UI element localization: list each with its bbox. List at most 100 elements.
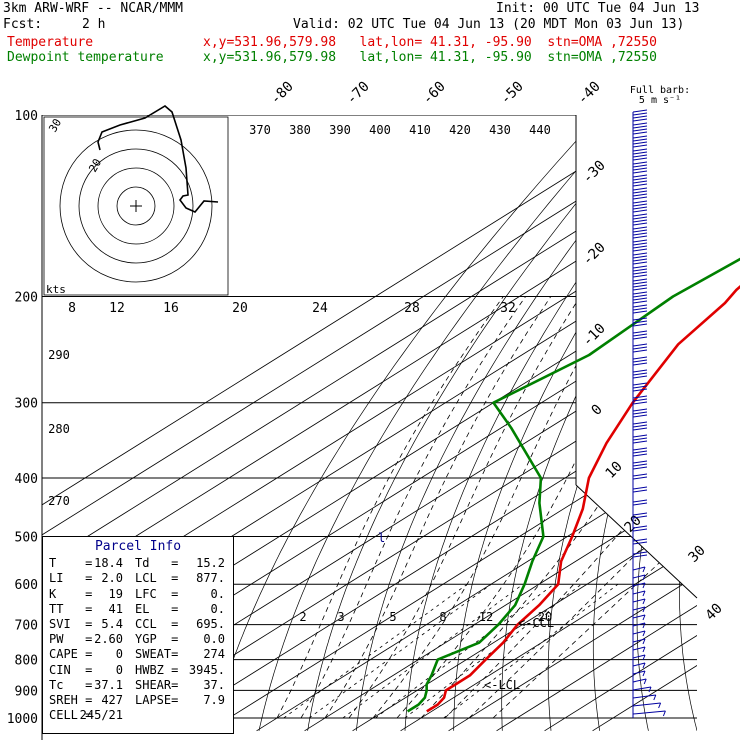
wind-barb — [632, 362, 648, 366]
wind-barb — [632, 196, 648, 200]
wind-barb — [632, 154, 648, 158]
parcel-param-name: K = — [49, 586, 93, 601]
dry-adiabat — [453, 115, 697, 731]
parcel-param-name: CIN = — [49, 662, 93, 677]
parcel-param-name: T = — [49, 556, 93, 571]
wind-barb — [632, 375, 648, 379]
wind-barb — [642, 622, 646, 629]
parcel-info-row: K = 19 LFC = 0. — [43, 587, 233, 602]
isotherm-line — [256, 115, 697, 732]
wind-barb — [632, 209, 648, 213]
parcel-param-name: LAPSE= — [135, 692, 179, 707]
theta-label: 390 — [329, 123, 351, 137]
mixing-ratio-label: 8 — [439, 610, 446, 624]
parcel-info-rows: T = 18.4 Td = 15.2 LI = 2.0 LCL = 877. K = 19 LFC … — [43, 556, 233, 723]
wind-barb — [632, 686, 652, 691]
wind-barb — [632, 268, 648, 272]
wind-barb — [632, 131, 648, 135]
parcel-info-row: SVI = 5.4 CCL = 695. — [43, 617, 233, 632]
parcel-param-value: 0 — [115, 662, 123, 677]
parcel-param-value: 5.4 — [101, 616, 123, 631]
dry-adiabat — [258, 115, 625, 731]
wind-barb — [632, 297, 648, 301]
parcel-param-name: SWEAT= — [135, 647, 179, 662]
valid-time: Valid: 02 UTC Tue 04 Jun 13 (20 MDT Mon … — [293, 17, 685, 32]
isotherm-label-right: 30 — [686, 543, 709, 566]
isotherm-label-top: -50 — [498, 79, 527, 108]
isotherm-label-top: -40 — [575, 79, 604, 108]
wind-barb — [658, 702, 662, 709]
wind-barb — [632, 486, 648, 490]
wind-barb — [632, 710, 666, 715]
parcel-param-name: Tc = — [49, 677, 93, 692]
wind-barb — [632, 528, 648, 532]
wind-barb — [632, 167, 648, 171]
parcel-info-title: Parcel Info — [94, 539, 182, 554]
mixing-ratio-label: 2 — [299, 610, 306, 624]
wind-barb — [643, 678, 647, 685]
wind-barb — [632, 157, 648, 161]
wind-barb — [632, 590, 646, 595]
isotherm-label-right: 10 — [603, 459, 626, 482]
wind-barb — [632, 258, 648, 262]
wind-barb — [632, 170, 648, 174]
lcl-marker: <-LCL — [484, 678, 520, 692]
moist-adiabat — [468, 296, 697, 719]
wind-barb — [632, 614, 646, 619]
dry-adiabat — [721, 115, 740, 731]
isotherm-line — [592, 115, 697, 732]
wind-barb — [662, 710, 666, 717]
wind-barb — [642, 614, 646, 621]
isotherm-line — [448, 115, 697, 732]
wind-barb — [632, 229, 648, 233]
parcel-param-name: TT = — [49, 601, 93, 616]
wind-barb — [632, 694, 656, 699]
wind-barb — [632, 440, 648, 444]
full-barb-label: Full barb: — [630, 85, 690, 96]
wind-barb — [632, 213, 648, 217]
wind-barb — [632, 336, 648, 340]
parcel-param-value: 41 — [108, 601, 123, 616]
wind-barb — [632, 512, 648, 516]
wind-barb — [632, 525, 648, 529]
parcel-param-name: CELL = — [49, 708, 93, 723]
wind-barb — [632, 248, 648, 252]
wind-barb — [642, 566, 646, 573]
hodograph-speed-label: 20 — [232, 301, 248, 316]
parcel-param-value: 2.0 — [101, 571, 123, 586]
theta-label: 400 — [369, 123, 391, 137]
parcel-param-name: LI = — [49, 571, 93, 586]
wind-barb — [642, 590, 646, 597]
pressure-tick-label: 200 — [15, 291, 38, 306]
wind-barb — [632, 702, 661, 707]
mixing-ratio-line — [404, 583, 582, 719]
wind-barb — [632, 255, 648, 259]
wind-barb — [642, 646, 646, 653]
parcel-info-row: SREH = 427 LAPSE= 7.9 — [43, 693, 233, 708]
wind-barb — [632, 252, 648, 256]
wind-barb — [632, 330, 648, 334]
wind-barb — [632, 109, 648, 113]
parcel-param-value: 274 — [203, 647, 225, 662]
wind-barb — [632, 598, 646, 603]
wind-barb — [632, 427, 648, 431]
mixing-ratio-line — [283, 583, 468, 719]
dry-adiabat — [404, 115, 697, 731]
isotherm-line — [496, 115, 697, 732]
wind-barb — [632, 382, 648, 386]
isotherm-line — [352, 115, 697, 732]
wind-barb — [632, 343, 648, 347]
theta-label: 380 — [289, 123, 311, 137]
parcel-param-value: 2.60 — [94, 632, 123, 647]
wind-barb — [632, 245, 648, 249]
hodograph-ring — [97, 167, 175, 245]
parcel-param-name: HWBZ = — [135, 662, 179, 677]
parcel-param-value: 695. — [196, 616, 225, 631]
parcel-param-name: PW = — [49, 632, 93, 647]
isotherm-line — [42, 115, 667, 732]
legend-dewpoint-name: Dewpoint temperature — [7, 50, 164, 65]
wind-barb — [632, 515, 648, 519]
wind-barb — [632, 222, 648, 226]
parcel-param-value: 18.4 — [94, 556, 123, 571]
wind-barb — [632, 411, 648, 415]
